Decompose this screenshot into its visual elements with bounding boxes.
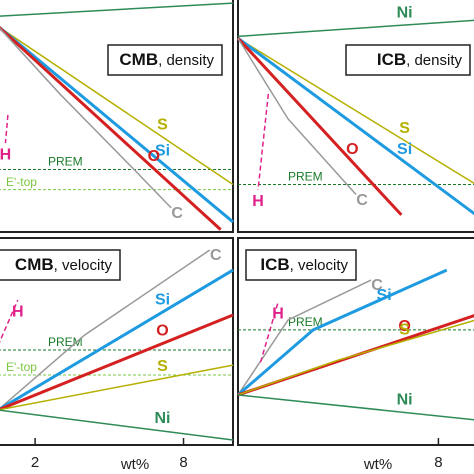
reference-label: E'-top xyxy=(6,175,37,189)
panel-title: CMB, velocity xyxy=(15,255,113,274)
title-rest: , velocity xyxy=(290,257,349,274)
title-bold: CMB xyxy=(15,255,54,274)
series-label: Ni xyxy=(155,410,171,427)
title-rest: , velocity xyxy=(54,257,113,274)
series-line xyxy=(0,26,222,231)
series-label: Ni xyxy=(155,0,171,3)
panel-title: ICB, velocity xyxy=(260,255,348,274)
series-line xyxy=(257,93,270,190)
series-line xyxy=(237,19,474,38)
series-label: H xyxy=(12,303,24,320)
series-label: S xyxy=(157,358,168,375)
series-line xyxy=(237,319,474,396)
series-line xyxy=(0,26,234,224)
series-label: S xyxy=(399,322,410,339)
panel-title: ICB, density xyxy=(377,50,463,69)
series-label: C xyxy=(356,192,368,209)
series-line xyxy=(0,27,172,209)
series-label: S xyxy=(399,120,410,137)
series-label: H xyxy=(0,146,11,163)
x-tick-label: 8 xyxy=(179,454,187,471)
reference-label: PREM xyxy=(288,315,323,329)
series-label: H xyxy=(252,193,264,210)
series-line xyxy=(0,299,19,343)
series-line xyxy=(259,301,279,363)
series-line xyxy=(237,394,474,421)
series-label: Ni xyxy=(397,4,413,21)
series-label: Si xyxy=(377,287,392,304)
series-label: Ni xyxy=(397,392,413,409)
panel-title: CMB, density xyxy=(119,50,214,69)
series-line xyxy=(0,2,234,17)
reference-label: E'-top xyxy=(6,360,37,374)
title-box xyxy=(345,44,471,76)
series-line xyxy=(0,249,211,410)
title-box xyxy=(245,249,357,281)
plot-frame xyxy=(237,0,474,233)
title-bold: CMB xyxy=(119,50,158,69)
title-rest: , density xyxy=(158,52,214,69)
series-label: O xyxy=(156,323,168,340)
series-label: O xyxy=(398,318,410,335)
series-label: Si xyxy=(155,142,170,159)
x-axis-label: wt% xyxy=(363,456,392,473)
series-line xyxy=(0,26,234,186)
reference-label: PREM xyxy=(288,170,323,184)
series-line xyxy=(237,37,474,216)
series-line xyxy=(237,268,448,397)
title-rest: , density xyxy=(406,52,462,69)
series-line xyxy=(237,37,357,196)
series-label: S xyxy=(157,116,168,133)
reference-label: PREM xyxy=(48,155,83,169)
title-box xyxy=(0,249,121,281)
series-line xyxy=(237,279,372,396)
series-line xyxy=(0,268,234,411)
title-bold: ICB xyxy=(377,50,406,69)
series-line xyxy=(0,364,234,411)
x-axis-label: wt% xyxy=(120,456,149,473)
reference-label: PREM xyxy=(48,335,83,349)
x-tick-label: 8 xyxy=(434,454,442,471)
x-tick-label: 2 xyxy=(31,454,39,471)
series-label: C xyxy=(171,205,183,222)
series-line xyxy=(4,114,9,144)
series-label: H xyxy=(272,305,284,322)
plot-frame xyxy=(0,0,234,233)
title-bold: ICB xyxy=(260,255,289,274)
series-label: Si xyxy=(397,141,412,158)
series-label: O xyxy=(148,148,160,165)
series-line xyxy=(237,37,474,185)
series-label: C xyxy=(371,277,383,294)
series-line xyxy=(0,313,234,411)
title-box xyxy=(107,44,223,76)
series-label: O xyxy=(346,141,358,158)
series-line xyxy=(236,37,403,216)
series-label: Si xyxy=(155,291,170,308)
series-line xyxy=(0,409,234,441)
series-label: C xyxy=(210,247,222,264)
